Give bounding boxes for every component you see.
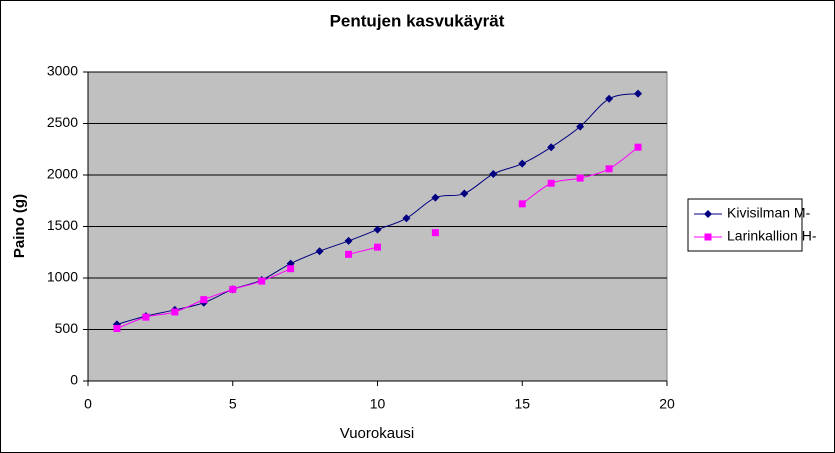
marker [345,250,353,258]
legend-label: Kivisilman M- [727,205,811,221]
marker [315,247,324,256]
marker [489,169,498,178]
marker [518,159,527,168]
y-axis-title: Paino (g) [11,194,28,258]
marker [258,277,266,285]
marker [402,214,411,223]
x-tick-label: 5 [229,396,237,412]
marker [113,324,121,332]
marker [704,210,712,218]
x-tick-label: 15 [514,396,530,412]
x-axis-title: Vuorokausi [340,425,415,442]
marker [518,200,526,208]
marker [547,143,556,152]
marker [344,236,353,245]
marker [576,122,585,131]
y-tick-label: 2500 [47,114,78,130]
marker [704,233,712,241]
marker [373,225,382,234]
legend-box [687,198,803,252]
marker [431,193,440,202]
marker [287,265,295,273]
x-tick-label: 10 [370,396,386,412]
y-tick-label: 1500 [47,217,78,233]
y-tick-label: 2000 [47,166,78,182]
marker [460,189,469,198]
marker [634,143,642,151]
marker [547,179,555,187]
marker [576,174,584,182]
marker [374,243,381,251]
y-tick-label: 500 [55,320,79,336]
legend-label: Larinkallion H- [727,228,817,244]
marker [229,285,237,293]
chart-title: Pentujen kasvukäyrät [330,11,505,30]
marker [431,229,439,237]
marker [605,94,614,103]
marker [171,308,179,316]
marker [605,165,613,173]
x-tick-label: 0 [84,396,92,412]
y-tick-label: 1000 [47,269,78,285]
y-tick-label: 3000 [47,63,78,79]
marker [634,89,643,98]
marker [200,296,208,304]
marker [142,313,150,321]
x-tick-label: 20 [659,396,675,412]
y-tick-label: 0 [70,372,78,388]
